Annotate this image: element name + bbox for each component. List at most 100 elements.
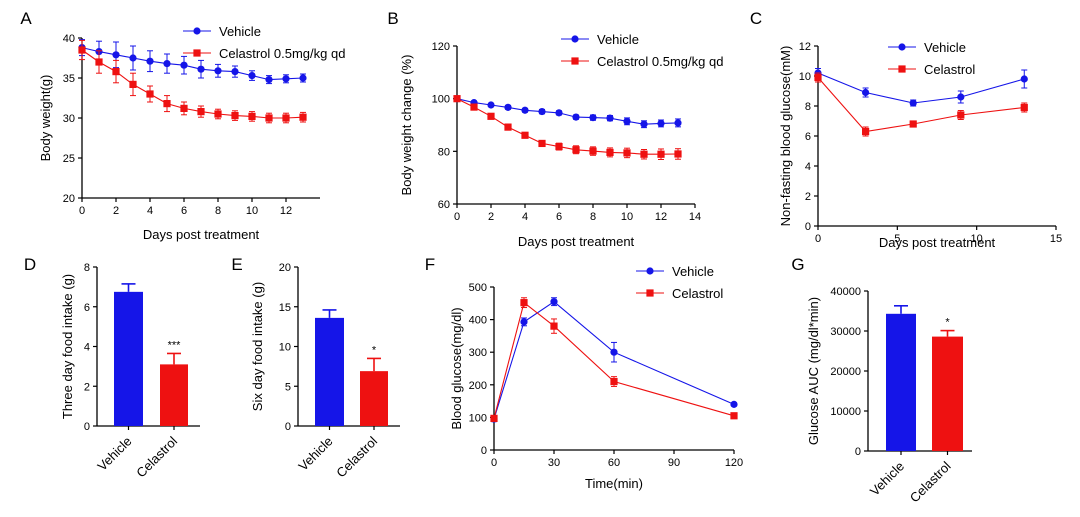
data-point-vehicle xyxy=(163,60,171,68)
x-tick-label: 4 xyxy=(522,211,528,223)
x-tick-label: 2 xyxy=(488,211,494,223)
panel-letter: G xyxy=(791,255,804,274)
y-tick-label: 25 xyxy=(63,153,75,165)
data-point-vehicle xyxy=(487,101,495,109)
y-tick-label: 120 xyxy=(432,41,450,53)
x-category-label: Vehicle xyxy=(867,459,907,499)
data-point-vehicle xyxy=(957,93,965,101)
x-tick-label: 5 xyxy=(894,233,900,245)
y-tick-label: 400 xyxy=(469,315,487,327)
y-tick-label: 0 xyxy=(285,421,291,433)
y-tick-label: 4 xyxy=(84,342,90,354)
y-tick-label: 20 xyxy=(279,262,291,274)
legend-marker-vehicle xyxy=(898,43,906,51)
data-point-celastrol xyxy=(78,46,86,54)
y-tick-label: 20 xyxy=(63,193,75,205)
data-point-celastrol xyxy=(550,322,558,330)
legend-entry: Vehicle xyxy=(672,264,714,279)
data-point-celastrol xyxy=(129,80,137,88)
data-point-celastrol xyxy=(521,131,529,139)
data-point-vehicle xyxy=(674,119,682,127)
panel-g: G 0 10000 20000 30000 40000 Vehicle * Celastrol G… xyxy=(791,255,972,505)
x-tick-label: 2 xyxy=(113,205,119,217)
y-tick-label: 40000 xyxy=(830,286,861,298)
panel-letter: B xyxy=(387,9,398,28)
x-tick-label: 0 xyxy=(491,457,497,469)
y-tick-label: 100 xyxy=(432,94,450,106)
x-tick-label: 90 xyxy=(668,457,680,469)
y-tick-label: 0 xyxy=(805,221,811,233)
legend-marker-celastrol xyxy=(571,57,579,65)
data-point-celastrol xyxy=(487,112,495,120)
x-category-label: Celastrol xyxy=(333,433,380,480)
data-point-vehicle xyxy=(180,61,188,69)
y-tick-label: 40 xyxy=(63,33,75,45)
x-tick-label: 14 xyxy=(689,211,701,223)
data-point-vehicle xyxy=(538,107,546,116)
data-point-celastrol xyxy=(589,147,597,155)
bar-vehicle xyxy=(315,317,344,426)
x-category-label: Celastrol xyxy=(907,458,954,505)
legend-marker-vehicle xyxy=(193,27,201,35)
data-point-celastrol xyxy=(231,112,239,120)
x-tick-label: 4 xyxy=(147,205,153,217)
data-point-vehicle xyxy=(606,114,614,122)
y-tick-label: 10000 xyxy=(830,406,861,418)
y-tick-label: 0 xyxy=(481,445,487,457)
data-point-vehicle xyxy=(521,106,529,114)
panel-letter: C xyxy=(750,9,762,28)
legend-entry: Celastrol xyxy=(672,286,723,301)
panel-f: F 0 30 60 90 120 0 100 200 300 400 500 Vehicle Celast… xyxy=(425,255,743,491)
data-point-vehicle xyxy=(265,76,273,84)
data-point-celastrol xyxy=(606,148,614,156)
data-point-vehicle xyxy=(610,348,618,356)
y-tick-label: 30000 xyxy=(830,326,861,338)
data-point-vehicle xyxy=(520,318,528,326)
bar-celastrol xyxy=(932,336,963,451)
data-point-celastrol xyxy=(520,299,528,307)
x-tick-label: 6 xyxy=(556,211,562,223)
panel-e: E 0 5 10 15 20 Vehicle * Celastrol Six day food i… xyxy=(231,255,400,480)
panel-letter: A xyxy=(20,9,32,28)
y-tick-label: 200 xyxy=(469,380,487,392)
y-tick-label: 10 xyxy=(279,342,291,354)
data-point-celastrol xyxy=(453,95,461,103)
x-tick-label: 30 xyxy=(548,457,560,469)
data-point-celastrol xyxy=(640,150,648,158)
series-vehicle xyxy=(490,297,738,423)
data-point-vehicle xyxy=(623,117,631,125)
y-tick-label: 6 xyxy=(84,302,90,314)
data-point-celastrol xyxy=(95,58,103,66)
y-axis-title: Body weight(g) xyxy=(38,75,53,162)
x-category-label: Vehicle xyxy=(295,434,335,474)
data-point-celastrol xyxy=(814,73,822,82)
y-tick-label: 0 xyxy=(855,446,861,458)
data-point-celastrol xyxy=(470,103,478,111)
panel-letter: D xyxy=(24,255,36,274)
panel-c: C 0 5 10 15 0 2 4 6 8 10 12 Vehicle Celastrol Days pos… xyxy=(750,9,1062,250)
data-point-celastrol xyxy=(248,112,256,120)
legend-marker-celastrol xyxy=(898,65,906,73)
data-point-celastrol xyxy=(163,100,171,108)
x-axis-title: Days post treatment xyxy=(518,234,635,249)
x-tick-label: 12 xyxy=(280,205,292,217)
y-axis-title: Six day food intake (g) xyxy=(250,282,265,411)
y-axis-title: Non-fasting blood glucose(mM) xyxy=(778,46,793,227)
data-point-celastrol xyxy=(299,113,307,121)
data-point-vehicle xyxy=(589,114,597,122)
x-category-label: Celastrol xyxy=(133,433,180,480)
legend-entry: Celastrol xyxy=(924,62,975,77)
data-point-celastrol xyxy=(265,114,273,122)
x-category-label: Vehicle xyxy=(94,434,134,474)
legend-marker-vehicle xyxy=(571,35,579,43)
x-tick-label: 12 xyxy=(655,211,667,223)
y-tick-label: 2 xyxy=(84,381,90,393)
y-tick-label: 20000 xyxy=(830,366,861,378)
data-point-vehicle xyxy=(112,51,120,59)
data-point-celastrol xyxy=(538,139,546,148)
bar-celastrol xyxy=(360,371,388,426)
data-point-vehicle xyxy=(640,120,648,128)
y-tick-label: 5 xyxy=(285,381,291,393)
series-vehicle xyxy=(814,68,1028,107)
